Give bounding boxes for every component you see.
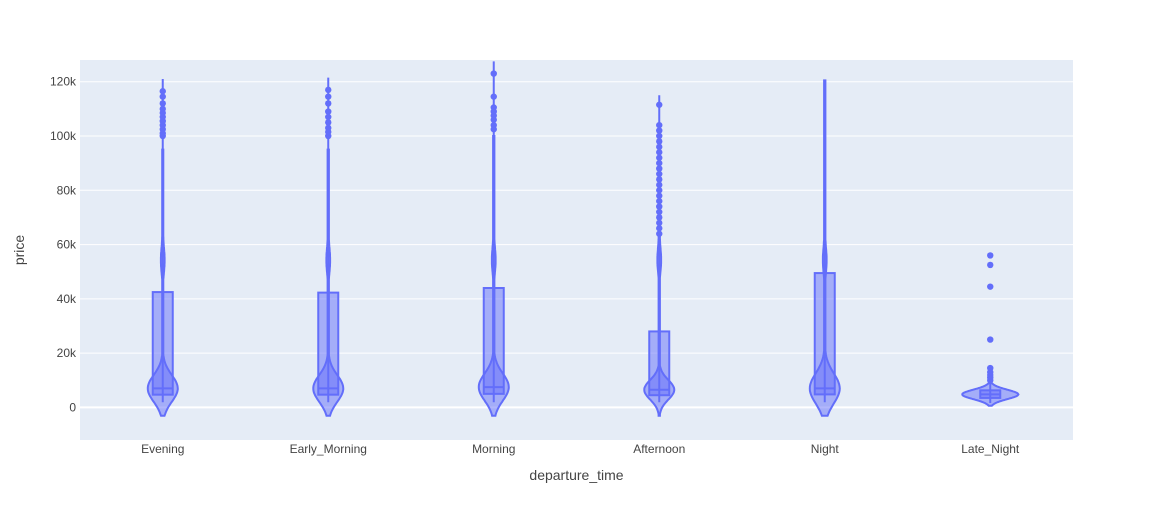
- outlier-point: [490, 104, 497, 111]
- outlier-point: [656, 143, 663, 151]
- y-tick-label: 80k: [57, 183, 77, 197]
- outlier-point: [325, 108, 332, 115]
- outlier-point: [656, 159, 663, 167]
- violin-Evening: [146, 79, 179, 417]
- outlier-point: [159, 93, 166, 100]
- y-axis-ticks: 0 20k 40k 60k 80k 100k 120k: [50, 75, 77, 415]
- outlier-point: [656, 121, 663, 129]
- outlier-point: [656, 132, 663, 140]
- violin-traces: [146, 61, 1020, 417]
- violin-Night: [808, 79, 841, 417]
- outlier-point: [656, 154, 663, 161]
- iqr-box: [151, 291, 174, 396]
- outlier-point: [656, 101, 663, 108]
- outlier-point: [656, 127, 663, 134]
- x-tick-label: Morning: [472, 442, 515, 456]
- y-tick-label: 100k: [50, 129, 77, 143]
- outlier-point: [325, 100, 332, 107]
- outlier-point: [656, 149, 663, 156]
- y-tick-label: 20k: [57, 346, 77, 360]
- y-tick-label: 0: [69, 400, 76, 414]
- outlier-point: [987, 252, 994, 259]
- outlier-point: [490, 93, 497, 100]
- x-axis-ticks: Evening Early_Morning Morning Afternoon Nigh…: [141, 442, 1020, 456]
- y-tick-label: 60k: [57, 238, 77, 252]
- outlier-point: [325, 93, 332, 100]
- outlier-point: [656, 203, 663, 210]
- outlier-point: [159, 88, 166, 95]
- outlier-point: [656, 170, 663, 178]
- outlier-point: [325, 86, 332, 94]
- outlier-point: [159, 105, 166, 113]
- iqr-box: [813, 272, 836, 396]
- outlier-point: [987, 261, 994, 269]
- outlier-point: [656, 208, 663, 216]
- outlier-point: [490, 70, 497, 77]
- x-tick-label: Late_Night: [961, 442, 1020, 456]
- x-tick-label: Night: [811, 442, 840, 456]
- x-tick-label: Afternoon: [633, 442, 685, 456]
- violin-Early_Morning: [312, 77, 345, 417]
- plot-background: [80, 60, 1073, 440]
- outlier-point: [325, 113, 332, 121]
- outlier-point: [656, 225, 663, 232]
- outlier-point: [656, 230, 663, 237]
- x-tick-label: Early_Morning: [290, 442, 367, 456]
- outlier-point: [325, 119, 332, 126]
- outlier-point: [325, 124, 332, 132]
- outlier-point: [987, 364, 994, 372]
- violin-Morning: [477, 61, 510, 417]
- outlier-point: [656, 181, 663, 189]
- outlier-point: [656, 165, 663, 172]
- violin-Late_Night: [961, 252, 1020, 407]
- iqr-box: [482, 287, 505, 395]
- y-axis-title: price: [11, 235, 27, 266]
- iqr-box: [317, 291, 340, 396]
- outlier-point: [159, 100, 166, 107]
- x-axis-title: departure_time: [529, 467, 623, 483]
- iqr-box: [648, 330, 671, 397]
- outlier-point: [656, 214, 663, 221]
- outlier-point: [656, 192, 663, 199]
- outlier-point: [987, 336, 994, 343]
- outlier-point: [987, 283, 994, 290]
- outlier-point: [656, 176, 663, 183]
- outlier-point: [656, 219, 663, 227]
- violin-Afternoon: [643, 95, 676, 417]
- outlier-point: [490, 121, 497, 129]
- outlier-point: [656, 187, 663, 194]
- y-tick-label: 120k: [50, 75, 77, 89]
- x-tick-label: Evening: [141, 442, 184, 456]
- outlier-point: [656, 138, 663, 145]
- y-tick-label: 40k: [57, 292, 77, 306]
- gridlines: [80, 81, 1073, 409]
- outlier-point: [656, 197, 663, 205]
